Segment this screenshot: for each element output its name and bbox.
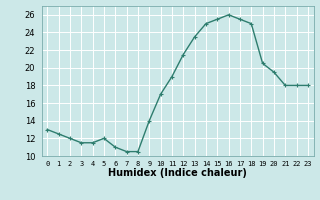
X-axis label: Humidex (Indice chaleur): Humidex (Indice chaleur) (108, 168, 247, 178)
